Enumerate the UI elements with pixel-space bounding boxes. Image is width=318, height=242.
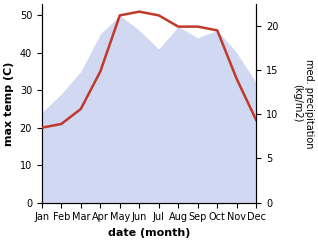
Y-axis label: max temp (C): max temp (C) [4, 61, 14, 145]
X-axis label: date (month): date (month) [108, 228, 190, 238]
Y-axis label: med. precipitation
(kg/m2): med. precipitation (kg/m2) [292, 59, 314, 148]
